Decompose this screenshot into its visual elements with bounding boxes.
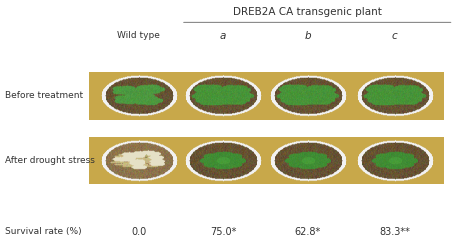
Text: Before treatment: Before treatment [5,91,83,100]
Text: a: a [220,31,227,41]
Bar [89,137,444,184]
Text: 75.0*: 75.0* [210,227,236,237]
Text: Wild type: Wild type [117,31,160,40]
Bar [89,72,444,120]
Text: Survival rate (%): Survival rate (%) [5,227,81,236]
Text: 62.8*: 62.8* [295,227,321,237]
Text: DREB2A CA transgenic plant: DREB2A CA transgenic plant [234,7,382,17]
Text: c: c [392,31,398,41]
Text: b: b [305,31,311,41]
Text: 0.0: 0.0 [131,227,146,237]
Text: After drought stress: After drought stress [5,156,94,165]
Text: 83.3**: 83.3** [379,227,410,237]
